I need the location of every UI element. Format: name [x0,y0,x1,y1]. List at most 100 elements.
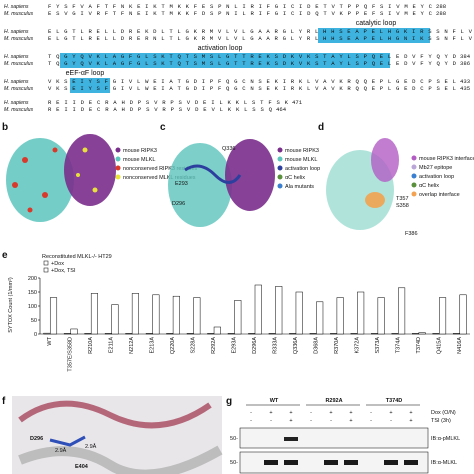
legend-label: mouse MLKL [123,157,155,163]
bar [213,326,221,335]
species: H. sapiens [4,54,29,60]
panel-label: f [2,396,6,407]
x-tick-label: WT [47,336,53,345]
sequence: TQGYQVKLAGFGLSKTQTSMSLGTTREKSDKVKSTAYLSP… [48,53,457,60]
lane-sign: + [349,418,352,424]
legend-label: activation loop [419,174,454,180]
x-tick-label: S373A [375,337,381,354]
species: H. sapiens [4,4,29,10]
legend-label: activation loop [285,166,320,172]
species: M. musculus [4,61,34,67]
eef-loop-highlight [70,78,110,93]
residue-label: E293 [175,181,188,187]
lane-sign: + [389,410,392,416]
bar [289,333,297,335]
bar [70,328,78,335]
sequence-end: 288 [436,10,446,17]
legend-label: mouse RIPK3 [123,148,157,154]
x-tick-label: T357E/S358D [68,337,74,372]
lane-sign: + [329,410,332,416]
x-tick-label: T374A [395,337,401,354]
x-tick-label: R210A [88,337,94,354]
x-tick-label: R333A [272,337,278,354]
residue-label: Q336 [222,146,235,152]
group-label: T374D [386,398,403,404]
residue-label: D296 [172,201,185,207]
lane-sign: - [310,410,312,416]
legend-swatch [411,173,417,179]
legend-swatch [277,165,283,171]
residue-label: T357 [396,196,409,202]
lane-sign: - [310,418,312,424]
bar [43,332,51,335]
legend-label: mouse RIPK3 [285,148,319,154]
bar [193,297,201,335]
species: H. sapiens [4,100,29,106]
bar [125,333,133,335]
x-tick-label: K372A [354,337,360,354]
bar [309,333,317,335]
x-tick-label: Q336A [293,337,299,354]
lane-sign: - [270,418,272,424]
legend-swatch [43,267,49,273]
sequence: TQGYQVKLAGFGLSKTQTSMSLGTTREKSDKVKSTAYLSP… [48,60,457,67]
bar [377,297,385,335]
legend-swatch [277,156,283,162]
residue-label: F386 [405,231,418,237]
sequence: VKSEIYSFGIVLWEIATGDIPFQGCNSEKIRKLVAVKRQQ… [48,85,456,92]
bar [418,332,426,335]
bar [63,333,71,335]
species: H. sapiens [4,29,29,35]
band [284,437,298,441]
bar [459,294,467,335]
activation-loop [184,164,242,184]
lane-sign: - [250,418,252,424]
residue-dots [12,147,58,213]
group-label: WT [270,398,279,404]
lane-sign: - [250,410,252,416]
sequence-end: 471 [292,99,303,106]
annotation: eEF-αF loop [66,70,105,77]
species: H. sapiens [4,79,29,85]
lane-sign: + [409,410,412,416]
sequence: ESVGIVRFTFNEIKTMKKFDSPNILRIFGICIDQTVKPPE… [48,10,433,17]
structure [225,139,275,211]
legend-swatch [277,174,283,180]
x-tick-label: R370A [334,337,340,354]
bar [268,333,276,335]
structure [64,134,116,206]
lane-sign: + [409,418,412,424]
legend-swatch [411,191,417,197]
residue-label: S358 [396,203,409,209]
x-tick-label: Q415A [436,337,442,354]
blot-label: IB:α-MLKL [431,460,457,466]
legend-label: αC helix [419,183,439,189]
legend-swatch [411,164,417,170]
bar [357,291,365,335]
x-tick-label: E293A [232,337,238,354]
lane-sign: + [289,410,292,416]
panel-label: d [318,122,324,133]
annotation: catalytic loop [356,20,397,27]
bar [350,333,358,335]
panel-label: c [160,122,166,133]
bar [316,301,324,335]
bar [131,293,139,335]
legend-label: nonconserved RIPK3 residues [123,166,198,172]
legend-swatch [411,155,417,161]
x-tick-label: S228A [191,337,197,354]
sequence: ELGTLRELLDREKDLTLGKRMVLVLGAARGLYRLHHSEAP… [48,28,473,35]
lane-sign: - [390,418,392,424]
group-label: R292A [325,398,342,404]
bar [452,333,461,335]
legend-label: αC helix [285,175,305,181]
bar [391,333,399,335]
x-tick-label: R292A [211,337,217,354]
legend-swatch [277,147,283,153]
blot-label: IB:α-pMLKL [431,436,460,442]
bar [254,284,262,335]
panel-label: g [226,396,232,407]
bar [84,333,92,335]
legend-label: mouse MLKL [285,157,317,163]
legend-swatch [115,147,121,153]
